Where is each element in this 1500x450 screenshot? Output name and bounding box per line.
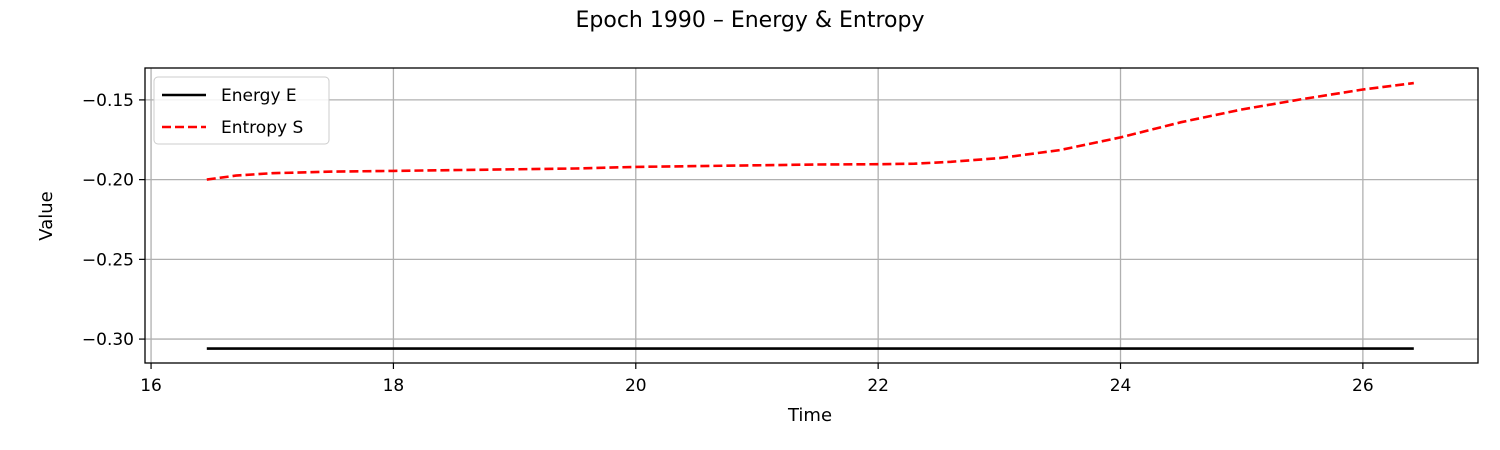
plot-frame (144, 67, 1479, 364)
x-tick-label: 22 (867, 376, 889, 396)
x-tick-label: 24 (1110, 376, 1132, 396)
series-lines (206, 81, 1414, 350)
chart-title: Epoch 1990 – Energy & Entropy (576, 8, 925, 33)
series-line-1 (206, 81, 1414, 181)
y-axis-label: Value (36, 191, 57, 240)
x-tick-label: 18 (383, 376, 405, 396)
y-tick-label: −0.30 (82, 330, 134, 350)
y-axis: −0.15 −0.20 −0.25 −0.30 (82, 91, 145, 350)
legend: Energy E Entropy S (153, 76, 330, 145)
x-axis-label: Time (787, 405, 832, 426)
legend-label-0: Energy E (221, 86, 297, 106)
y-tick-label: −0.15 (82, 91, 134, 111)
x-tick-label: 26 (1352, 376, 1374, 396)
x-axis: 16 18 20 22 24 26 (140, 363, 1374, 396)
legend-label-1: Entropy S (221, 118, 303, 138)
x-tick-label: 16 (140, 376, 162, 396)
grid (145, 68, 1478, 363)
y-tick-label: −0.25 (82, 250, 134, 270)
x-tick-label: 20 (625, 376, 647, 396)
y-tick-label: −0.20 (82, 171, 134, 191)
